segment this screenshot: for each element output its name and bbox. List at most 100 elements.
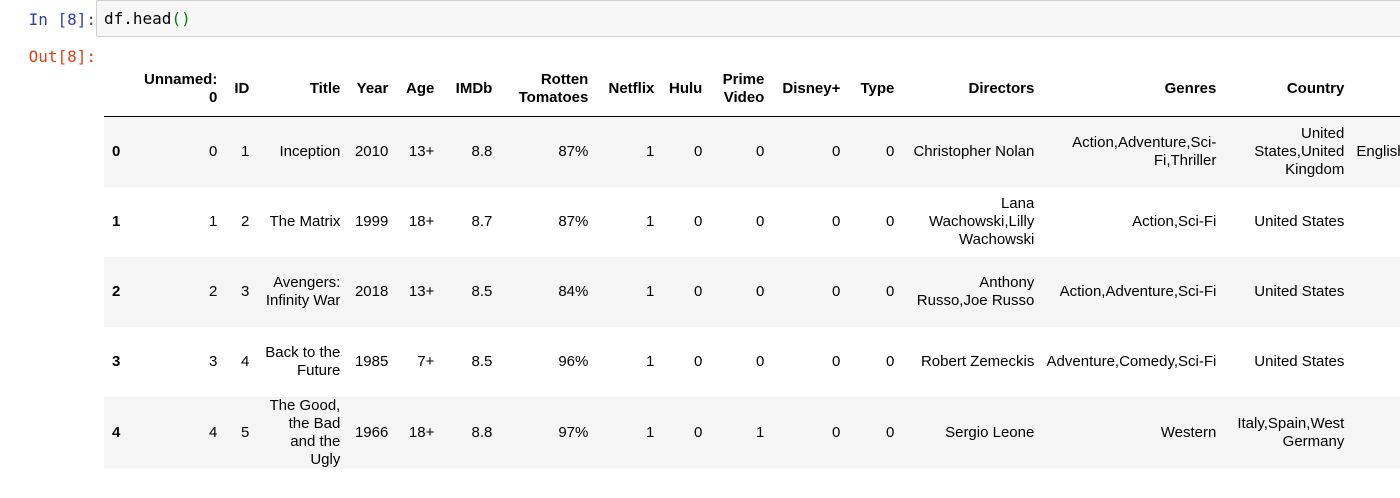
- cell-year: 2018: [354, 282, 389, 300]
- row-index: 3: [112, 352, 121, 370]
- cell-title: Avengers: Infinity War: [265, 273, 341, 309]
- cell-directors: Lana Wachowski,Lilly Wachowski: [929, 194, 1035, 248]
- cell-genres: Action,Adventure,Sci-Fi: [1059, 282, 1217, 300]
- input-prompt: In [8]:: [28, 10, 96, 29]
- cell-language: English,Ja: [1356, 142, 1400, 160]
- code-parens: (): [171, 9, 191, 28]
- cell-directors: Sergio Leone: [945, 423, 1035, 441]
- cell-hulu: 0: [694, 423, 703, 441]
- cell-language: [1350, 397, 1400, 469]
- cell-year: 1985: [354, 352, 389, 370]
- cell-title: The Matrix: [269, 212, 341, 230]
- output-area: Unnamed: 0 ID Title Year Age IMDb Rotten…: [104, 62, 1400, 469]
- cell-rotten-tomatoes: 84%: [558, 282, 589, 300]
- cell-imdb: 8.7: [471, 212, 493, 230]
- cell-id: 5: [241, 423, 250, 441]
- cell-disney: 0: [832, 212, 841, 230]
- column-header-unnamed: Unnamed: 0: [138, 62, 224, 117]
- cell-type: 0: [886, 423, 895, 441]
- cell-language: [1350, 257, 1400, 327]
- cell-genres: Action,Adventure,Sci-Fi,Thriller: [1072, 133, 1217, 169]
- cell-prime-video: 0: [756, 352, 765, 370]
- column-header-id: ID: [223, 62, 256, 117]
- dataframe-table: Unnamed: 0 ID Title Year Age IMDb Rotten…: [104, 62, 1400, 469]
- cell-country: United States: [1254, 352, 1345, 370]
- code-input-cell[interactable]: df.head(): [96, 0, 1400, 37]
- cell-directors: Robert Zemeckis: [920, 352, 1035, 370]
- table-row: 0 0 1 Inception 2010 13+ 8.8 87% 1 0 0 0…: [104, 116, 1400, 187]
- column-header-title: Title: [255, 62, 347, 117]
- column-header-country: Country: [1222, 62, 1351, 117]
- cell-country: United States: [1254, 212, 1345, 230]
- cell-hulu: 0: [694, 282, 703, 300]
- column-header-hulu: Hulu: [660, 62, 709, 117]
- cell-disney: 0: [832, 423, 841, 441]
- cell-title: Back to the Future: [265, 343, 341, 379]
- cell-unnamed: 1: [209, 212, 218, 230]
- cell-type: 0: [886, 142, 895, 160]
- column-header-genres: Genres: [1040, 62, 1223, 117]
- cell-netflix: 1: [646, 423, 655, 441]
- column-header-prime-video: Prime Video: [708, 62, 771, 117]
- cell-disney: 0: [832, 142, 841, 160]
- cell-prime-video: 0: [756, 282, 765, 300]
- column-header-directors: Directors: [900, 62, 1041, 117]
- cell-year: 1999: [354, 212, 389, 230]
- row-index: 1: [112, 212, 121, 230]
- cell-hulu: 0: [694, 142, 703, 160]
- cell-year: 2010: [354, 142, 389, 160]
- cell-unnamed: 2: [209, 282, 218, 300]
- cell-netflix: 1: [646, 212, 655, 230]
- cell-id: 2: [241, 212, 250, 230]
- cell-disney: 0: [832, 282, 841, 300]
- cell-imdb: 8.8: [471, 142, 493, 160]
- cell-imdb: 8.5: [471, 352, 493, 370]
- cell-title: The Good, the Bad and the Ugly: [269, 396, 341, 468]
- row-index: 0: [112, 142, 121, 160]
- cell-id: 3: [241, 282, 250, 300]
- cell-age: 18+: [408, 212, 435, 230]
- column-header-language: [1350, 62, 1400, 117]
- cell-netflix: 1: [646, 142, 655, 160]
- cell-age: 13+: [408, 282, 435, 300]
- cell-country: Italy,Spain,West Germany: [1237, 414, 1345, 450]
- cell-rotten-tomatoes: 87%: [558, 212, 589, 230]
- table-row: 4 4 5 The Good, the Bad and the Ugly 196…: [104, 396, 1400, 469]
- cell-prime-video: 1: [756, 423, 765, 441]
- cell-unnamed: 0: [209, 142, 218, 160]
- cell-hulu: 0: [694, 212, 703, 230]
- cell-id: 4: [241, 352, 250, 370]
- cell-year: 1966: [354, 423, 389, 441]
- cell-unnamed: 4: [209, 423, 218, 441]
- cell-country: United States,United Kingdom: [1254, 124, 1345, 178]
- cell-country: United States: [1254, 282, 1345, 300]
- header-row: Unnamed: 0 ID Title Year Age IMDb Rotten…: [104, 62, 1400, 117]
- code-expression: df.head: [104, 9, 172, 28]
- column-header-imdb: IMDb: [440, 62, 499, 117]
- cell-age: 7+: [417, 352, 435, 370]
- row-index: 2: [112, 282, 121, 300]
- cell-id: 1: [241, 142, 250, 160]
- cell-genres: Western: [1160, 423, 1217, 441]
- cell-rotten-tomatoes: 87%: [558, 142, 589, 160]
- cell-netflix: 1: [646, 352, 655, 370]
- cell-prime-video: 0: [756, 212, 765, 230]
- column-header-rotten-tomatoes: Rotten Tomatoes: [498, 62, 595, 117]
- table-row: 2 2 3 Avengers: Infinity War 2018 13+ 8.…: [104, 256, 1400, 327]
- cell-prime-video: 0: [756, 142, 765, 160]
- table-row: 1 1 2 The Matrix 1999 18+ 8.7 87% 1 0 0 …: [104, 187, 1400, 257]
- output-prompt: Out[8]:: [28, 47, 96, 66]
- code-text[interactable]: df.head(): [104, 9, 191, 29]
- cell-type: 0: [886, 282, 895, 300]
- table-row: 3 3 4 Back to the Future 1985 7+ 8.5 96%…: [104, 327, 1400, 397]
- cell-rotten-tomatoes: 96%: [558, 352, 589, 370]
- cell-language: [1350, 187, 1400, 257]
- row-index: 4: [112, 423, 121, 441]
- cell-age: 18+: [408, 423, 435, 441]
- cell-unnamed: 3: [209, 352, 218, 370]
- column-header-disney: Disney+: [770, 62, 847, 117]
- cell-hulu: 0: [694, 352, 703, 370]
- cell-type: 0: [886, 352, 895, 370]
- column-header-type: Type: [846, 62, 901, 117]
- cell-imdb: 8.5: [471, 282, 493, 300]
